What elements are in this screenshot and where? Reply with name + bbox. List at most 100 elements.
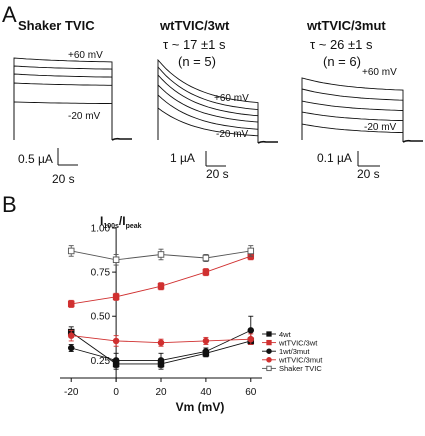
legend-label: wtTVIC/3wt bbox=[278, 338, 318, 347]
trace-title-wt3mut: wtTVIC/3mut bbox=[306, 18, 386, 33]
series-3 bbox=[67, 329, 255, 347]
tau-wt3wt: τ ~ 17 ±1 s bbox=[163, 37, 226, 52]
y-tick-label: 0.50 bbox=[91, 312, 111, 323]
y-axis-title: I100s/Ipeak bbox=[100, 214, 142, 230]
data-point bbox=[202, 337, 210, 345]
ratio-chart: -20 0 20 40 600.250.500.751.004wtwtTVIC/3wt1… bbox=[60, 224, 323, 398]
legend-marker bbox=[266, 365, 272, 372]
data-point bbox=[247, 335, 255, 343]
current-trace bbox=[13, 65, 113, 140]
legend-item: 4wt bbox=[262, 330, 292, 339]
data-point bbox=[157, 282, 165, 290]
svg-text:I100s/Ipeak: I100s/Ipeak bbox=[100, 214, 142, 230]
trace-title-wt3wt: wtTVIC/3wt bbox=[159, 18, 230, 33]
current-trace bbox=[301, 111, 404, 142]
scale-time-wt3wt: 20 s bbox=[206, 167, 229, 181]
data-point bbox=[112, 293, 120, 301]
current-trace bbox=[301, 88, 404, 142]
data-point bbox=[67, 247, 75, 255]
y-title-div: /I bbox=[119, 214, 126, 228]
trace-panel-wt3mut: wtTVIC/3mut τ ~ 26 ±1 s (n = 6) +60 mV -… bbox=[301, 18, 423, 181]
tail-current bbox=[111, 137, 132, 141]
scale-current-shaker: 0.5 µA bbox=[18, 152, 53, 166]
legend-marker bbox=[266, 339, 272, 346]
scale-bar-shaker bbox=[57, 148, 78, 166]
label-plus60-wt3wt: +60 mV bbox=[214, 93, 249, 104]
panel-b-letter: B bbox=[2, 192, 17, 217]
current-trace bbox=[157, 107, 259, 143]
legend-label: 4wt bbox=[279, 330, 292, 339]
current-trace bbox=[13, 73, 113, 140]
x-tick-label: 0 bbox=[113, 387, 119, 398]
y-tick-label: 0.25 bbox=[91, 356, 111, 367]
data-point bbox=[112, 357, 120, 364]
data-point bbox=[157, 251, 165, 258]
scale-time-shaker: 20 s bbox=[52, 172, 75, 186]
x-tick-label: 20 bbox=[155, 387, 167, 398]
y-title-main: I bbox=[100, 214, 103, 228]
tau-wt3mut: τ ~ 26 ±1 s bbox=[310, 37, 373, 52]
scale-bar-wt3mut bbox=[357, 151, 380, 167]
trace-panel-wt3wt: wtTVIC/3wt τ ~ 17 ±1 s (n = 5) +60 mV -2… bbox=[157, 18, 278, 181]
legend-item: wtTVIC/3mut bbox=[262, 356, 323, 365]
y-tick-label: 1.00 bbox=[91, 224, 111, 235]
legend-marker bbox=[266, 348, 272, 354]
tail-current bbox=[402, 139, 423, 143]
legend-marker bbox=[266, 357, 272, 363]
n-wt3wt: (n = 5) bbox=[178, 54, 216, 69]
trace-panel-shaker: Shaker TVIC +60 mV -20 mV 0.5 µA 20 s bbox=[13, 18, 132, 186]
data-point bbox=[112, 337, 120, 345]
current-traces-shaker bbox=[13, 57, 132, 141]
x-axis-title: Vm (mV) bbox=[176, 400, 225, 414]
data-point bbox=[247, 327, 255, 334]
label-minus20-shaker: -20 mV bbox=[68, 111, 101, 122]
current-traces-wt3wt bbox=[157, 58, 278, 144]
data-point bbox=[112, 256, 120, 264]
legend-item: 1wt/3mut bbox=[262, 347, 310, 356]
current-trace bbox=[157, 65, 259, 143]
data-point bbox=[202, 268, 210, 276]
current-trace bbox=[13, 57, 113, 140]
scale-bar-wt3wt bbox=[205, 151, 226, 167]
current-trace bbox=[157, 58, 259, 143]
n-wt3mut: (n = 6) bbox=[323, 54, 361, 69]
label-minus20-wt3wt: -20 mV bbox=[216, 129, 249, 140]
data-point bbox=[202, 254, 210, 262]
tail-current bbox=[257, 140, 278, 144]
legend-label: wtTVIC/3mut bbox=[278, 356, 323, 365]
data-point bbox=[157, 339, 165, 346]
current-trace bbox=[301, 123, 404, 142]
scale-time-wt3mut: 20 s bbox=[357, 167, 380, 181]
data-point bbox=[67, 332, 75, 339]
current-trace bbox=[157, 83, 259, 143]
y-tick-label: 0.75 bbox=[91, 268, 111, 279]
current-trace bbox=[157, 73, 259, 143]
scale-current-wt3wt: 1 µA bbox=[170, 151, 195, 165]
legend-label: 1wt/3mut bbox=[279, 347, 310, 356]
y-title-sub: 100s bbox=[103, 223, 119, 230]
trace-title-shaker: Shaker TVIC bbox=[18, 18, 95, 33]
data-point bbox=[67, 300, 75, 308]
scale-current-wt3mut: 0.1 µA bbox=[317, 151, 352, 165]
x-tick-label: 40 bbox=[200, 387, 212, 398]
legend-label: Shaker TVIC bbox=[279, 364, 322, 373]
current-traces-wt3mut bbox=[301, 77, 423, 143]
data-point bbox=[247, 247, 255, 255]
data-point bbox=[202, 348, 210, 355]
series-4 bbox=[67, 245, 255, 266]
current-trace bbox=[157, 93, 259, 143]
x-tick-label: -20 bbox=[64, 387, 79, 398]
label-plus60-wt3mut: +60 mV bbox=[362, 67, 397, 78]
legend-item: Shaker TVIC bbox=[262, 364, 322, 373]
panel-a-letter: A bbox=[2, 2, 17, 27]
label-minus20-wt3mut: -20 mV bbox=[364, 122, 397, 133]
data-point bbox=[157, 357, 165, 364]
x-tick-label: 60 bbox=[245, 387, 257, 398]
current-trace bbox=[301, 77, 404, 142]
current-trace bbox=[301, 100, 404, 142]
legend-item: wtTVIC/3wt bbox=[262, 338, 318, 347]
series-line bbox=[71, 255, 251, 305]
y-title-sub2: peak bbox=[126, 223, 142, 230]
